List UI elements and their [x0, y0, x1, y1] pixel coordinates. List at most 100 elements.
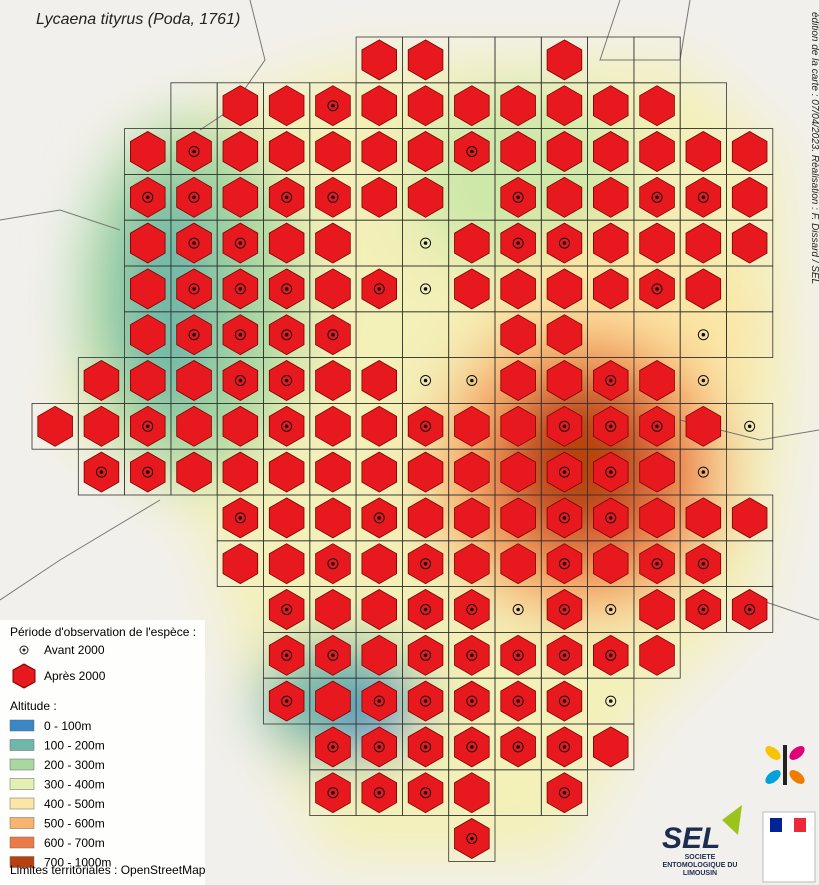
- observation-dot-ring: [234, 512, 246, 524]
- legend-period-title: Période d'observation de l'espèce :: [10, 625, 196, 639]
- observation-dot-ring: [512, 741, 524, 753]
- observation-dot: [331, 745, 335, 749]
- observation-dot: [423, 607, 428, 612]
- observation-hex: [454, 497, 490, 539]
- observation-dot: [377, 699, 382, 703]
- observation-dot: [701, 607, 706, 612]
- observation-dot: [238, 516, 243, 520]
- grid-cell: [726, 402, 774, 450]
- observation-dot-ring: [234, 283, 246, 295]
- observation-dot-ring: [420, 558, 432, 570]
- observation-hex: [315, 405, 351, 447]
- observation-hex: [546, 176, 583, 218]
- observation-dot-ring: [466, 146, 478, 157]
- observation-hex: [315, 360, 351, 401]
- observation-dot-ring: [466, 741, 478, 753]
- observation-dot: [655, 561, 659, 566]
- observation-hex: [268, 497, 305, 539]
- grid-cell: [726, 586, 774, 633]
- observation-dot-ring: [744, 604, 756, 615]
- map-title: Lycaena tityrus (Poda, 1761): [36, 11, 240, 28]
- observation-dot-ring: [697, 191, 709, 203]
- observation-dot-ring: [512, 604, 524, 615]
- observation-hex: [731, 131, 768, 172]
- observation-hex: [407, 131, 444, 172]
- observation-dot: [377, 745, 382, 749]
- altitude-swatch: [9, 817, 35, 829]
- observation-dot: [423, 699, 428, 703]
- observation-hex: [685, 497, 722, 539]
- observation-dot-ring: [281, 329, 293, 341]
- observation-hex: [500, 131, 536, 172]
- observation-hex: [129, 131, 166, 172]
- observation-dot-ring: [188, 329, 200, 341]
- observation-hex: [500, 314, 536, 356]
- observation-dot: [145, 195, 150, 200]
- observation-dot: [701, 470, 706, 474]
- observation-dot: [377, 516, 382, 520]
- observation-dot-ring: [558, 787, 570, 799]
- observation-hex: [268, 85, 305, 127]
- observation-dot: [701, 195, 706, 200]
- observation-dot-ring: [466, 604, 478, 615]
- observation-dot-ring: [420, 741, 432, 753]
- observation-hex: [546, 131, 583, 172]
- observation-dot: [608, 516, 613, 520]
- observation-dot-ring: [188, 191, 200, 203]
- observation-dot: [747, 607, 752, 612]
- observation-hex: [454, 222, 490, 264]
- observation-dot: [562, 561, 567, 566]
- observation-dot-ring: [327, 741, 339, 753]
- observation-dot-ring: [558, 512, 570, 524]
- observation-hex: [685, 405, 722, 447]
- observation-dot: [192, 241, 196, 245]
- observation-hex: [315, 589, 351, 630]
- altitude-label: 500 - 600m: [44, 817, 105, 831]
- observation-dot-ring: [605, 420, 617, 432]
- observation-dot: [516, 653, 520, 658]
- observation-hex: [500, 543, 536, 585]
- observation-hex: [639, 85, 675, 127]
- observation-dot-ring: [651, 191, 663, 203]
- observation-hex: [593, 268, 629, 310]
- observation-hex: [361, 176, 398, 218]
- observation-hex: [176, 405, 212, 447]
- observation-hex: [361, 543, 398, 585]
- observation-dot-ring: [420, 283, 432, 295]
- observation-dot: [284, 378, 289, 383]
- observation-dot: [562, 745, 567, 749]
- observation-dot: [192, 332, 196, 337]
- observation-dot-ring: [466, 649, 478, 661]
- observation-hex: [454, 405, 490, 447]
- altitude-label: 200 - 300m: [44, 758, 105, 772]
- observation-dot-ring: [651, 558, 663, 570]
- observation-dot-ring: [281, 420, 293, 432]
- observation-hex: [268, 222, 305, 264]
- observation-dot: [701, 378, 706, 383]
- observation-hex: [37, 405, 73, 447]
- observation-dot: [284, 195, 289, 200]
- observation-hex: [407, 497, 444, 539]
- observation-dot-ring: [420, 420, 432, 432]
- legend-hex-symbol: [12, 663, 36, 689]
- observation-hex: [83, 405, 120, 447]
- observation-hex: [454, 772, 490, 814]
- grid-cell: [448, 815, 496, 862]
- observation-dot-ring: [558, 420, 570, 432]
- observation-dot: [284, 653, 289, 658]
- observation-dot-ring: [420, 695, 432, 707]
- observation-dot: [423, 745, 428, 749]
- observation-dot-ring: [420, 237, 432, 249]
- observation-dot: [516, 699, 520, 703]
- observation-dot: [655, 195, 659, 200]
- observation-dot-ring: [281, 283, 293, 295]
- observation-dot-ring: [512, 695, 524, 707]
- observation-dot-ring: [420, 787, 432, 799]
- legend-period-label: Avant 2000: [44, 643, 105, 657]
- observation-dot: [701, 332, 706, 337]
- observation-dot-ring: [327, 329, 339, 341]
- grid: [31, 36, 774, 862]
- observation-hex: [315, 451, 351, 493]
- observation-dot-ring: [558, 604, 570, 615]
